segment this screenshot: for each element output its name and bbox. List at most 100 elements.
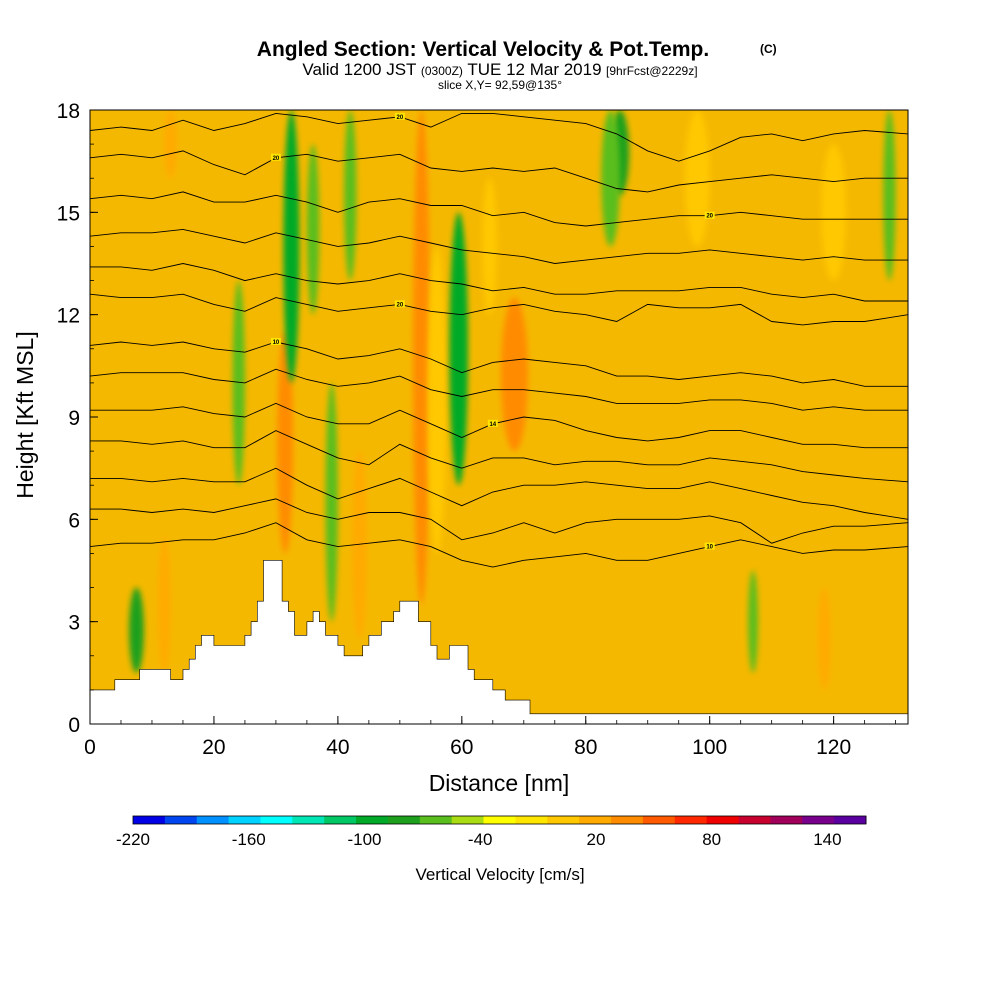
velocity-feature [164, 110, 177, 179]
colorbar-swatch [547, 816, 580, 824]
y-tick-label: 6 [68, 509, 80, 532]
colorbar-swatch [802, 816, 835, 824]
velocity-feature [283, 110, 300, 383]
colorbar-swatch [611, 816, 644, 824]
velocity-features [129, 110, 896, 690]
velocity-feature [684, 110, 710, 247]
plot-background [90, 110, 908, 724]
colorbar-swatch [738, 816, 771, 824]
colorbar-swatch [292, 816, 325, 824]
isentrope-line [90, 341, 908, 387]
isentrope-line [90, 498, 908, 544]
contour-label-bg [487, 419, 498, 427]
velocity-feature [129, 587, 144, 673]
isentrope-line [90, 228, 908, 264]
velocity-feature [449, 212, 469, 486]
colorbar-swatch [228, 816, 261, 824]
plot-area: 20 20 20 20 10 14 10 [90, 110, 908, 724]
colorbar: -220 -160 -100 -40 20 80 140 [116, 815, 867, 849]
velocity-feature [821, 144, 847, 281]
contour-label: 14 [489, 422, 496, 428]
chart-subtitle: Valid 1200 JST (0300Z) TUE 12 Mar 2019 [… [302, 60, 697, 79]
y-axis-ticks: 0 3 6 9 12 15 18 [57, 100, 98, 737]
chart-title: Angled Section: Vertical Velocity & Pot.… [257, 38, 709, 61]
velocity-feature [306, 144, 320, 315]
colorbar-label: Vertical Velocity [cm/s] [415, 865, 584, 884]
contour-label-bg [704, 211, 715, 219]
colorbar-swatch [356, 816, 389, 824]
isentrope-line [90, 522, 908, 568]
y-tick-label: 9 [68, 407, 80, 430]
contour-label-bg [704, 542, 715, 550]
isentrope-line [90, 430, 908, 483]
velocity-feature [748, 570, 759, 673]
y-tick-label: 18 [57, 100, 80, 123]
velocity-feature [601, 110, 620, 247]
colorbar-swatch [483, 816, 516, 824]
contour-label-bg [270, 153, 281, 161]
isentrope-line [90, 191, 908, 227]
x-tick-label: 120 [816, 736, 851, 759]
contour-label: 10 [273, 340, 280, 346]
colorbar-tick-label: -160 [232, 830, 266, 849]
velocity-feature [482, 178, 498, 315]
x-tick-label: 40 [326, 736, 349, 759]
x-axis-ticks: 0 20 40 60 80 100 120 [84, 716, 897, 759]
colorbar-swatch [164, 816, 198, 824]
contour-label-bg [394, 112, 405, 120]
terrain [90, 560, 908, 724]
x-tick-label: 20 [202, 736, 225, 759]
contour-label-bg [270, 337, 281, 345]
x-tick-label: 60 [450, 736, 473, 759]
colorbar-tick-label: 140 [813, 830, 841, 849]
colorbar-swatch [579, 816, 612, 824]
colorbar-swatch [834, 816, 867, 824]
velocity-feature [412, 110, 431, 605]
y-tick-label: 15 [57, 202, 80, 225]
velocity-feature [344, 110, 357, 281]
y-tick-label: 3 [68, 612, 80, 635]
contour-label: 20 [273, 156, 280, 162]
velocity-feature [500, 297, 529, 452]
colorbar-tick-label: -40 [468, 830, 493, 849]
contour-label: 20 [397, 302, 404, 308]
colorbar-swatch [451, 816, 485, 824]
contour-label: 20 [706, 214, 713, 220]
x-tick-label: 100 [692, 736, 727, 759]
x-tick-label: 0 [84, 736, 96, 759]
isentrope-line [90, 368, 908, 411]
colorbar-frame [132, 815, 867, 825]
colorbar-swatch [706, 816, 740, 824]
contour-label: 20 [397, 115, 404, 121]
isentrope-contours: 20 20 20 20 10 14 10 [90, 112, 908, 568]
slice-info: slice X,Y= 92,59@135° [438, 78, 562, 92]
colorbar-swatch [133, 816, 166, 824]
velocity-feature [158, 536, 171, 673]
isentrope-line [90, 150, 908, 193]
colorbar-swatch [260, 816, 293, 824]
isentrope-line [90, 467, 908, 520]
velocity-feature [277, 331, 294, 554]
colorbar-swatch [674, 816, 708, 824]
y-tick-label: 12 [57, 305, 80, 328]
colorbar-swatch [387, 816, 421, 824]
colorbar-swatch [770, 816, 803, 824]
contour-label-bg [394, 300, 405, 308]
colorbar-tick-label: 20 [586, 830, 605, 849]
colorbar-swatch [419, 816, 453, 824]
colorbar-tick-label: 80 [702, 830, 721, 849]
isentrope-line [90, 293, 908, 326]
colorbar-swatch [642, 816, 676, 824]
colorbar-swatch [515, 816, 548, 824]
y-axis-label: Height [Kft MSL] [12, 331, 38, 498]
velocity-feature [232, 280, 245, 486]
title-copyright-mark: (C) [760, 42, 777, 56]
velocity-feature [883, 110, 896, 281]
isentrope-line [90, 112, 908, 162]
colorbar-tick-label: -100 [347, 830, 381, 849]
colorbar-tick-label: -220 [116, 830, 150, 849]
velocity-feature [325, 382, 338, 622]
x-axis-label: Distance [nm] [429, 770, 570, 796]
colorbar-swatch [324, 816, 357, 824]
